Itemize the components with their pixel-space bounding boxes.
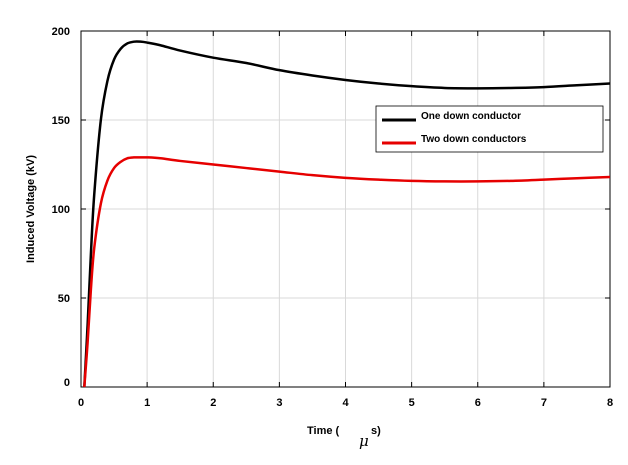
x-tick-label: 0 [78, 397, 84, 409]
legend-label-one-down-conductor: One down conductor [421, 111, 521, 122]
x-axis-title-prefix: Time ( [307, 425, 340, 437]
x-tick-label: 4 [342, 397, 349, 409]
legend: One down conductor Two down conductors [375, 105, 604, 153]
series-line-one-down-conductor [83, 40, 611, 388]
series-lines [83, 40, 611, 388]
x-tick-label: 1 [144, 397, 150, 409]
y-tick-label: 100 [52, 204, 70, 216]
x-tick-label: 8 [607, 397, 613, 409]
y-tick-label: 200 [52, 26, 70, 38]
x-tick-label: 7 [541, 397, 547, 409]
x-axis-title-symbol: μ [359, 432, 369, 450]
y-tick-label: 0 [64, 377, 70, 389]
legend-label-two-down-conductors: Two down conductors [421, 134, 527, 145]
y-tick-label: 150 [52, 115, 70, 127]
x-tick-label: 3 [276, 397, 282, 409]
x-tick-label: 2 [210, 397, 216, 409]
x-tick-label: 6 [475, 397, 481, 409]
x-axis-title-suffix: s) [371, 425, 381, 437]
x-tick-label: 5 [409, 397, 415, 409]
series-line-two-down-conductors [83, 156, 611, 388]
x-axis-title: Time ( [307, 425, 340, 437]
y-axis-title: Induced Voltage (kV) [25, 155, 37, 263]
grid [81, 31, 610, 387]
y-tick-label: 50 [58, 293, 70, 305]
axis-ticks: 0 1 2 3 4 5 6 7 8 0 50 100 150 200 [52, 26, 613, 409]
